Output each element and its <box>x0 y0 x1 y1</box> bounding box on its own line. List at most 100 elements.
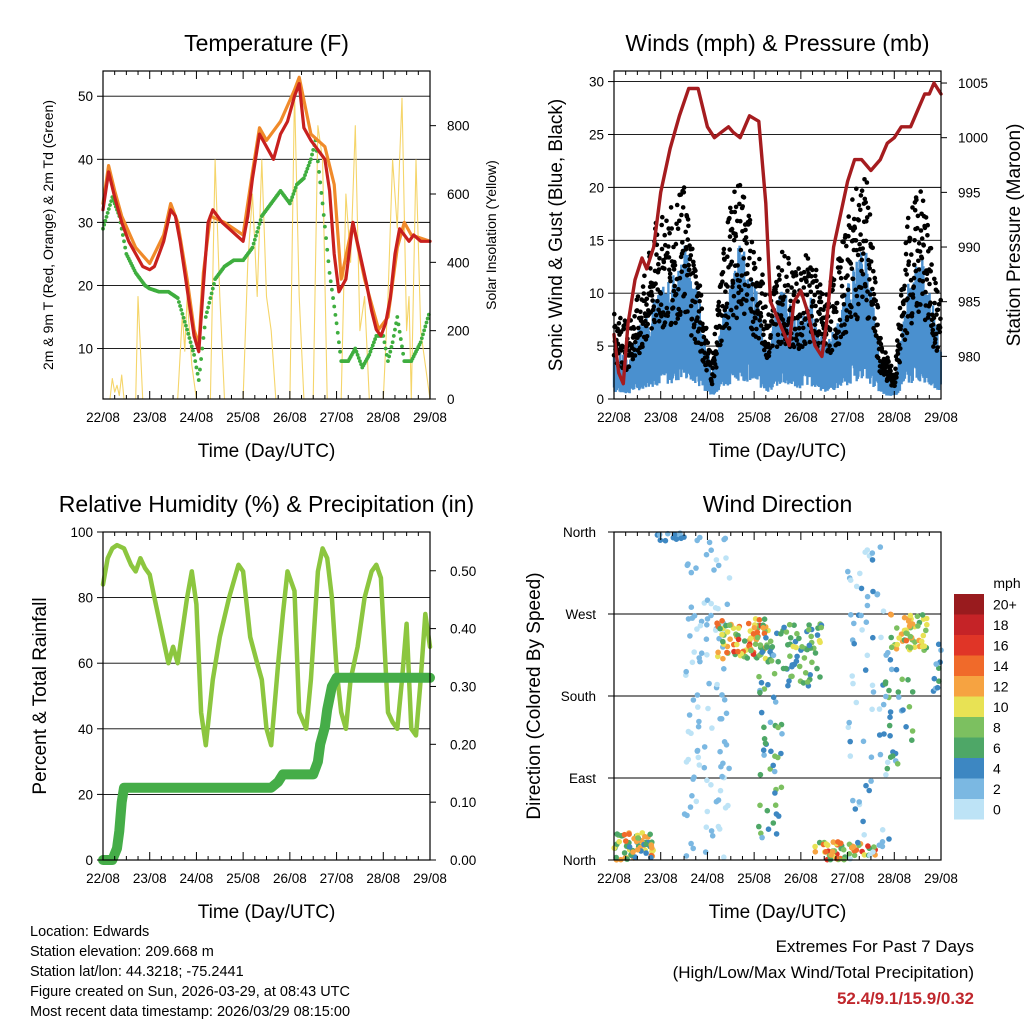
gust-point <box>865 289 870 294</box>
temperature-chart: Temperature (F) Time (Day/UTC) 22/08 23/08 2… <box>40 30 499 462</box>
direction-point <box>865 843 871 849</box>
direction-point <box>906 623 913 629</box>
gust-point <box>831 282 836 288</box>
gust-point <box>758 314 764 319</box>
y-tick-label: 80 <box>78 591 93 606</box>
gust-point <box>735 263 740 268</box>
chart-title: Wind Direction <box>703 491 853 517</box>
direction-point <box>714 620 720 626</box>
gust-point <box>841 302 847 307</box>
gust-point <box>762 319 767 324</box>
gust-point <box>902 283 907 289</box>
colorbar-label: 10 <box>993 699 1009 715</box>
gust-point <box>679 212 684 218</box>
y-right-tick-label: 0.10 <box>450 795 476 810</box>
direction-point <box>887 714 893 720</box>
direction-point <box>818 624 824 631</box>
figure-created: Figure created on Sun, 2026-03-29, at 08… <box>30 984 350 1000</box>
direction-point <box>616 838 622 845</box>
gust-point <box>845 287 851 293</box>
direction-point <box>714 681 720 688</box>
gust-point <box>746 283 751 289</box>
gust-point <box>678 309 683 315</box>
total-rainfall-line <box>98 672 435 865</box>
dewpoint-point <box>182 319 187 324</box>
y-axis-label: Percent & Total Rainfall <box>30 597 51 794</box>
direction-point <box>863 782 869 789</box>
direction-point <box>861 832 867 838</box>
gust-point <box>852 225 858 231</box>
x-tick-label: 25/08 <box>226 871 260 886</box>
dewpoint-point <box>202 325 207 330</box>
gust-point <box>672 263 678 268</box>
y-tick-label: 60 <box>78 656 93 671</box>
gust-point <box>759 323 764 328</box>
data-timestamp: Most recent data timestamp: 2026/03/29 0… <box>30 1004 351 1020</box>
dewpoint-point <box>208 296 213 300</box>
gust-point <box>785 282 791 288</box>
gust-point <box>801 285 807 290</box>
direction-point <box>787 653 793 659</box>
dewpoint-point <box>196 378 201 382</box>
gust-point <box>847 310 853 315</box>
direction-point <box>718 716 725 722</box>
gust-point <box>714 365 719 370</box>
dewpoint-point <box>303 173 307 177</box>
gust-point <box>888 363 894 369</box>
direction-point <box>880 701 887 708</box>
y-right-axis-label: Station Pressure (Maroon) <box>1004 124 1024 347</box>
dewpoint-point <box>305 166 310 171</box>
direction-point <box>671 531 678 538</box>
gust-point <box>844 308 849 313</box>
direction-point <box>724 649 730 656</box>
dewpoint-point <box>338 349 342 354</box>
x-tick-label: 23/08 <box>133 871 167 886</box>
gust-point <box>844 243 849 249</box>
direction-point <box>690 776 696 782</box>
gust-point <box>769 314 775 319</box>
gust-point <box>681 185 687 190</box>
direction-point <box>860 738 867 745</box>
gust-point <box>937 325 943 330</box>
gust-point <box>827 326 833 332</box>
gust-point <box>856 301 861 307</box>
dewpoint-point <box>322 224 327 229</box>
gust-point <box>892 380 898 385</box>
gust-point <box>875 355 881 361</box>
direction-point <box>853 699 860 706</box>
direction-point <box>869 706 875 713</box>
gust-point <box>898 293 904 298</box>
direction-point <box>764 807 771 814</box>
dewpoint-point <box>391 334 396 338</box>
gust-point <box>656 267 662 272</box>
gust-point <box>911 275 917 281</box>
gust-point <box>740 204 745 209</box>
direction-point <box>721 854 727 860</box>
direction-point <box>681 534 687 540</box>
direction-point <box>613 854 619 861</box>
direction-point <box>719 618 725 624</box>
gust-point <box>668 278 673 284</box>
gust-point <box>827 343 832 349</box>
gust-point <box>935 345 940 350</box>
direction-point <box>884 759 891 766</box>
y-right-tick-label: 995 <box>958 185 981 200</box>
direction-point <box>931 675 938 682</box>
gust-point <box>681 190 687 195</box>
gust-point <box>916 267 922 272</box>
direction-point <box>694 626 700 632</box>
direction-point <box>851 640 857 647</box>
gust-point <box>849 304 854 310</box>
direction-point <box>767 638 774 645</box>
gust-point <box>719 313 725 318</box>
x-tick-label: 25/08 <box>226 410 260 425</box>
gust-point <box>903 240 909 246</box>
gust-point <box>793 326 798 332</box>
direction-point <box>800 680 807 686</box>
direction-point <box>761 630 768 637</box>
direction-point <box>864 593 871 600</box>
x-tick-label: 23/08 <box>133 410 167 425</box>
gust-point <box>911 284 916 289</box>
gust-point <box>867 277 872 282</box>
direction-point <box>681 811 688 817</box>
